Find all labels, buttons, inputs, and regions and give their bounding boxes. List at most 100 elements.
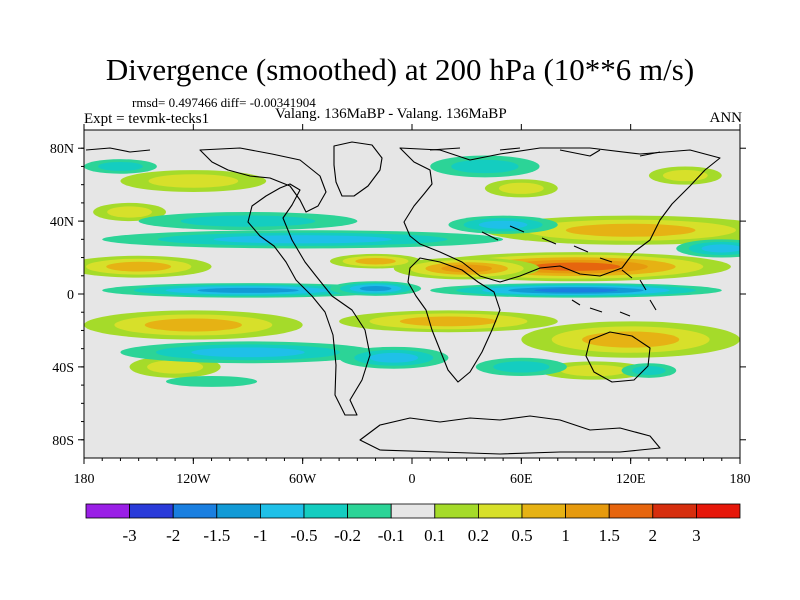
colorbar-box: [129, 503, 174, 519]
colorbar-box: [172, 503, 218, 519]
colorbar-label: 2: [649, 526, 658, 545]
field-arctic-green: [120, 170, 267, 192]
colorbar-label: 0.2: [468, 526, 489, 545]
field-equatorial-conv-atlantic: [330, 281, 422, 296]
contour-level: [632, 366, 666, 376]
field-south-band-atlantic: [339, 310, 558, 333]
field-far-north-east: [648, 166, 722, 185]
field-south-band-pacific: [84, 310, 303, 340]
contour-level: [106, 261, 172, 272]
x-tick-label: 120W: [176, 472, 211, 487]
contour-level: [98, 161, 143, 171]
coastline-arctic-islands: [85, 147, 661, 157]
field-pacific-ne-conv: [676, 239, 740, 258]
colorbar-box: [347, 503, 392, 519]
coastline-africa: [407, 257, 501, 383]
contour-level: [399, 316, 498, 327]
field-equatorial-conv-west: [102, 283, 394, 298]
x-tick-label: 0: [409, 472, 416, 487]
field-south-conv-band: [120, 341, 376, 364]
x-tick-label: 180: [74, 472, 95, 487]
contour-level: [451, 159, 519, 174]
coastline-antarctica: [359, 415, 661, 455]
contour-level: [478, 220, 528, 229]
contour-level: [355, 257, 396, 265]
experiment-label: Expt = tevmk-tecks1: [84, 111, 210, 127]
colorbar-label: -2: [166, 526, 180, 545]
contour-level: [534, 288, 618, 293]
field-south-blue-small: [621, 363, 677, 378]
contour-level: [144, 318, 242, 332]
coastline-eurasia: [399, 147, 721, 283]
colorbar-label: 0.5: [511, 526, 532, 545]
colorbar-box: [652, 503, 697, 519]
coastline-australia: [585, 331, 651, 383]
contour-level: [369, 352, 419, 363]
field-north-conv-band: [102, 230, 504, 249]
field-equatorial-band-africa: [393, 257, 540, 280]
contour-level: [107, 206, 152, 218]
field-south-conv-atlantic: [339, 346, 449, 369]
rmsd-stats: rmsd= 0.497466 diff= -0.00341904: [132, 95, 316, 110]
period-label: ANN: [709, 110, 743, 126]
colorbar-box: [477, 503, 523, 519]
contour-level: [147, 360, 204, 374]
longitude-axis: 180 120W 60W 0 60E 120E 180: [74, 124, 751, 487]
contour-level: [359, 285, 392, 292]
colorbar-label: -0.1: [378, 526, 405, 545]
colorbar-label: 3: [692, 526, 701, 545]
contour-level: [148, 174, 239, 188]
latitude-axis: 80N 40N 0 40S 80S: [50, 142, 746, 449]
colorbar-label: 1.5: [599, 526, 620, 545]
colorbar-box: [434, 503, 479, 519]
colorbar-label: -0.5: [291, 526, 318, 545]
colorbar-label: -3: [123, 526, 137, 545]
field-north-atlantic-blue: [430, 155, 540, 178]
comparison-label: Valang. 136MaBP - Valang. 136MaBP: [275, 106, 507, 122]
x-tick-label: 180: [730, 472, 751, 487]
colorbar-box: [303, 503, 348, 519]
colorbar-box: [608, 503, 654, 519]
colorbar-label: 1: [561, 526, 570, 545]
coastline-greenland: [333, 141, 383, 197]
colorbar-label: -1: [253, 526, 267, 545]
field-south-band-indian: [521, 321, 740, 358]
coastline-islands: [481, 225, 657, 317]
contour-level: [560, 364, 628, 377]
y-tick-label: 40S: [52, 361, 74, 376]
contour-level: [531, 262, 621, 271]
colorbar-box: [521, 503, 566, 519]
contour-level: [582, 331, 680, 348]
colorbar-box: [85, 503, 130, 519]
colorbar-label: -0.2: [334, 526, 361, 545]
field-north-conv-asia: [448, 215, 558, 234]
colorbar-box: [565, 503, 610, 519]
coastlines: [85, 141, 721, 455]
colorbar-label: -1.5: [203, 526, 230, 545]
contour-level: [191, 347, 305, 358]
field-south-conv-indian: [475, 357, 567, 376]
contour-level: [213, 235, 392, 244]
colorbar-box: [216, 503, 261, 519]
contour-level: [197, 287, 299, 293]
colorbar-box: [696, 503, 741, 519]
divergence-field: [84, 155, 740, 387]
field-south-indian-small: [539, 361, 649, 380]
contour-level: [498, 182, 544, 194]
plot-title: Divergence (smoothed) at 200 hPa (10**6 …: [105, 52, 695, 87]
colorbar-box: [390, 503, 436, 519]
colorbar: -3 -2 -1.5 -1 -0.5 -0.2 -0.1 0.1 0.2 0.5 1 1.5 2 3: [85, 503, 741, 545]
y-tick-label: 80S: [52, 434, 74, 449]
y-tick-label: 0: [67, 288, 74, 303]
field-north-pacific-band: [93, 202, 166, 222]
colorbar-label: 0.1: [424, 526, 445, 545]
field-atlantic-ne: [330, 253, 422, 269]
coastline-northamerica-arctic: [199, 147, 327, 213]
contour-level: [493, 361, 550, 373]
coastline-americas: [247, 183, 371, 416]
y-tick-label: 80N: [50, 142, 74, 157]
field-equatorial-band-pacific: [84, 255, 212, 278]
contour-level: [166, 376, 258, 387]
contour-level: [662, 169, 708, 182]
